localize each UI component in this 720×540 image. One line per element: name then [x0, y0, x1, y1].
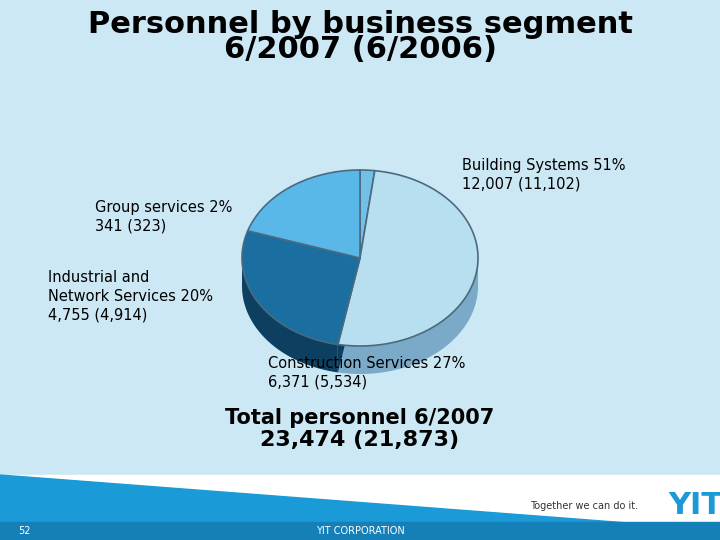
Polygon shape	[338, 258, 478, 374]
Polygon shape	[338, 258, 360, 373]
Text: YIT CORPORATION: YIT CORPORATION	[315, 526, 405, 536]
Bar	[0, 522, 720, 540]
Text: Together we can do it.: Together we can do it.	[530, 501, 638, 511]
Text: Personnel by business segment: Personnel by business segment	[88, 10, 632, 39]
Polygon shape	[242, 258, 338, 373]
Text: Industrial and
Network Services 20%
4,755 (4,914): Industrial and Network Services 20% 4,75…	[48, 270, 213, 322]
Polygon shape	[0, 475, 720, 540]
Text: YIT: YIT	[668, 491, 720, 521]
Text: Group services 2%
341 (323): Group services 2% 341 (323)	[95, 200, 233, 234]
Text: 6/2007 (6/2006): 6/2007 (6/2006)	[223, 35, 497, 64]
Polygon shape	[248, 170, 360, 258]
Polygon shape	[338, 258, 360, 373]
Text: 23,474 (21,873): 23,474 (21,873)	[261, 430, 459, 450]
Polygon shape	[242, 231, 360, 345]
Bar	[0, 475, 720, 540]
Polygon shape	[360, 170, 375, 258]
Text: Construction Services 27%
6,371 (5,534): Construction Services 27% 6,371 (5,534)	[268, 356, 465, 389]
Polygon shape	[338, 171, 478, 346]
Text: Total personnel 6/2007: Total personnel 6/2007	[225, 408, 495, 428]
Text: 52: 52	[18, 526, 30, 536]
Text: Building Systems 51%
12,007 (11,102): Building Systems 51% 12,007 (11,102)	[462, 158, 626, 192]
